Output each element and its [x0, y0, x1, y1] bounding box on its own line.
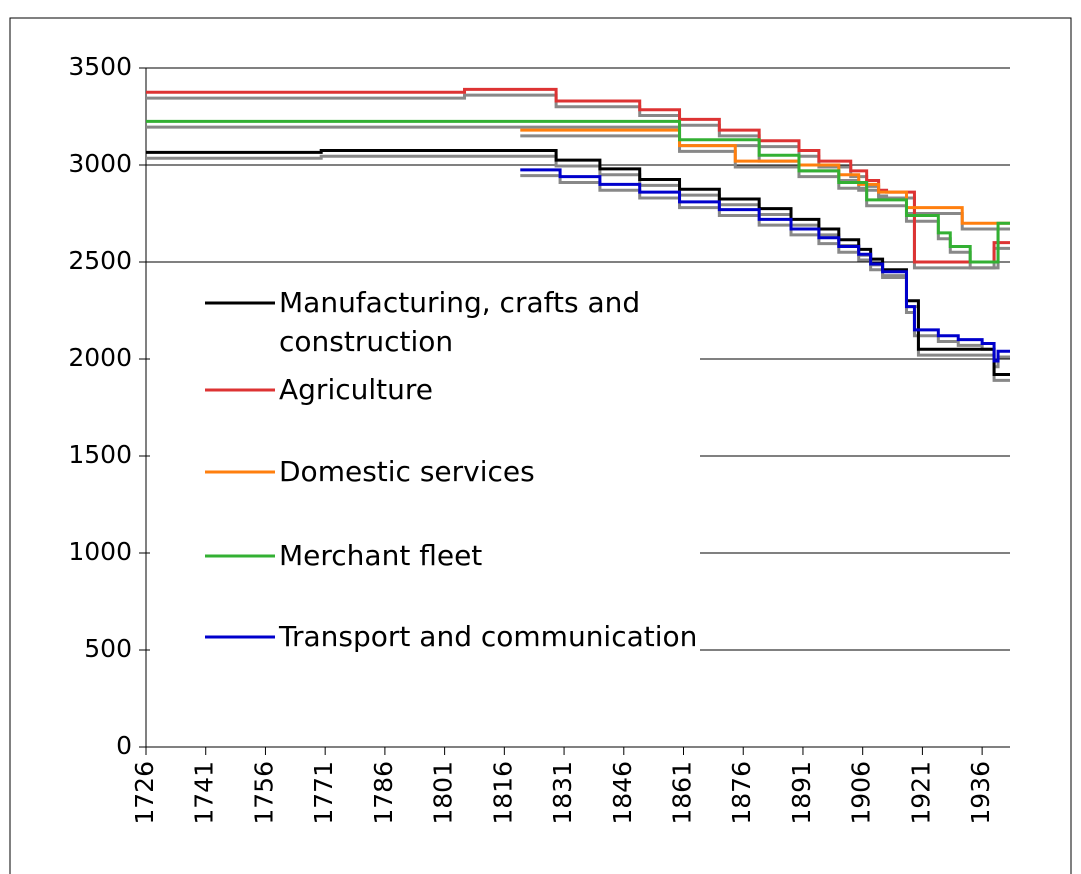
x-tick-label: 1906: [847, 761, 876, 825]
y-tick-label: 1500: [68, 440, 132, 469]
legend-label: Manufacturing, crafts and construction: [279, 286, 641, 358]
frame: [9, 17, 1072, 874]
x-tick-label: 1846: [608, 761, 637, 825]
series-line: [520, 128, 1010, 225]
y-tick-label: 3500: [68, 52, 132, 81]
y-tick-label: 1000: [68, 537, 132, 566]
legend-box: [150, 282, 700, 690]
x-tick-label: 1726: [130, 761, 159, 825]
y-tick-label: 0: [116, 731, 132, 760]
x-tick-label: 1786: [369, 761, 398, 825]
x-tick-label: 1771: [309, 761, 338, 825]
y-tick-label: 3000: [68, 149, 132, 178]
x-tick-label: 1936: [966, 761, 995, 825]
y-tick-label: 500: [84, 634, 132, 663]
x-tick-label: 1861: [668, 761, 697, 825]
x-tick-label: 1876: [727, 761, 756, 825]
legend-label: Agriculture: [279, 373, 433, 406]
x-tick-label: 1801: [429, 761, 458, 825]
y-tick-label: 2000: [68, 343, 132, 372]
legend-label: Domestic services: [279, 455, 535, 488]
y-tick-label: 2500: [68, 246, 132, 275]
x-tick-label: 1741: [190, 761, 219, 825]
x-tick-label: 1921: [906, 761, 935, 825]
series-line: [520, 168, 1010, 363]
x-tick-label: 1756: [249, 761, 278, 825]
series-line: [146, 119, 1010, 264]
series-line: [520, 174, 1010, 369]
x-tick-label: 1831: [548, 761, 577, 825]
x-tick-label: 1816: [488, 761, 517, 825]
legend-label: Merchant fleet: [279, 539, 483, 572]
x-tick-label: 1891: [787, 761, 816, 825]
legend-label: Transport and communication: [279, 620, 698, 653]
